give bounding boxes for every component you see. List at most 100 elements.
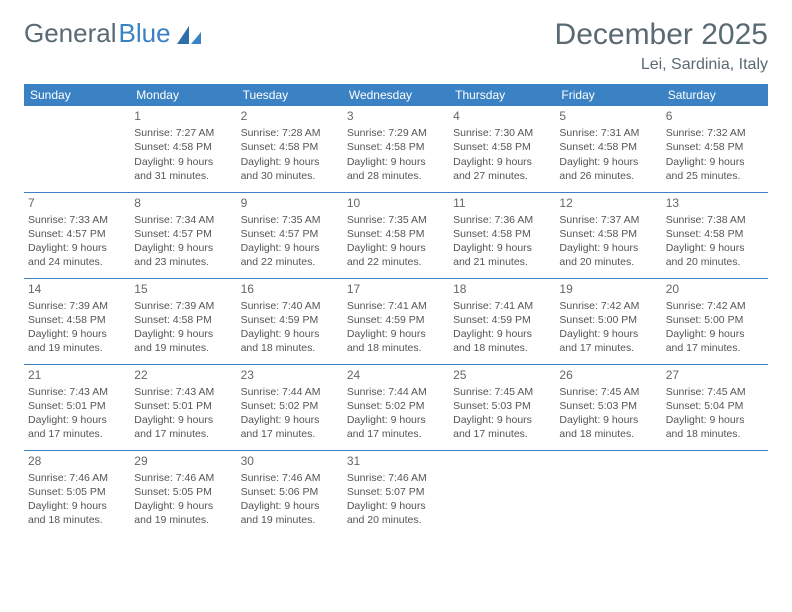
day-info-line: and 17 minutes. — [666, 341, 764, 355]
day-header: Saturday — [662, 84, 768, 106]
title-block: December 2025 Lei, Sardinia, Italy — [555, 18, 768, 74]
day-info-line: and 28 minutes. — [347, 169, 445, 183]
day-info-line: Sunrise: 7:46 AM — [347, 471, 445, 485]
day-info-line: Daylight: 9 hours — [241, 327, 339, 341]
day-info-line: and 22 minutes. — [241, 255, 339, 269]
day-header-row: Sunday Monday Tuesday Wednesday Thursday… — [24, 84, 768, 106]
day-info-line: Sunrise: 7:27 AM — [134, 126, 232, 140]
day-info-line: Sunrise: 7:35 AM — [347, 213, 445, 227]
day-info-line: Sunrise: 7:38 AM — [666, 213, 764, 227]
day-info-line: Daylight: 9 hours — [241, 413, 339, 427]
day-info-line: Daylight: 9 hours — [28, 241, 126, 255]
day-info-line: Sunset: 4:58 PM — [666, 227, 764, 241]
day-info-line: and 20 minutes. — [559, 255, 657, 269]
day-number: 24 — [347, 367, 445, 383]
calendar-day-cell: 12Sunrise: 7:37 AMSunset: 4:58 PMDayligh… — [555, 192, 661, 278]
calendar-day-cell: 14Sunrise: 7:39 AMSunset: 4:58 PMDayligh… — [24, 278, 130, 364]
day-info-line: Sunset: 4:59 PM — [347, 313, 445, 327]
day-info-line: Daylight: 9 hours — [241, 241, 339, 255]
day-info-line: Daylight: 9 hours — [134, 241, 232, 255]
day-info-line: Sunrise: 7:36 AM — [453, 213, 551, 227]
logo-word2: Blue — [119, 18, 171, 49]
calendar-day-cell: 30Sunrise: 7:46 AMSunset: 5:06 PMDayligh… — [237, 450, 343, 536]
calendar-day-cell: 2Sunrise: 7:28 AMSunset: 4:58 PMDaylight… — [237, 106, 343, 192]
day-info-line: Sunrise: 7:35 AM — [241, 213, 339, 227]
day-info-line: Sunrise: 7:43 AM — [134, 385, 232, 399]
day-info-line: and 25 minutes. — [666, 169, 764, 183]
day-info-line: and 18 minutes. — [453, 341, 551, 355]
day-info-line: Sunset: 4:58 PM — [347, 227, 445, 241]
calendar-week-row: 28Sunrise: 7:46 AMSunset: 5:05 PMDayligh… — [24, 450, 768, 536]
calendar-table: Sunday Monday Tuesday Wednesday Thursday… — [24, 84, 768, 536]
day-number: 12 — [559, 195, 657, 211]
day-info-line: Sunrise: 7:32 AM — [666, 126, 764, 140]
location: Lei, Sardinia, Italy — [555, 56, 768, 74]
day-number: 17 — [347, 281, 445, 297]
day-info-line: Sunset: 4:58 PM — [559, 227, 657, 241]
day-info-line: Sunrise: 7:44 AM — [347, 385, 445, 399]
day-info-line: Daylight: 9 hours — [559, 155, 657, 169]
day-info-line: Sunrise: 7:33 AM — [28, 213, 126, 227]
day-info-line: Daylight: 9 hours — [666, 413, 764, 427]
day-info-line: Daylight: 9 hours — [453, 155, 551, 169]
calendar-day-cell: 3Sunrise: 7:29 AMSunset: 4:58 PMDaylight… — [343, 106, 449, 192]
day-info-line: Daylight: 9 hours — [453, 241, 551, 255]
day-number: 20 — [666, 281, 764, 297]
day-info-line: Sunrise: 7:45 AM — [559, 385, 657, 399]
day-info-line: and 22 minutes. — [347, 255, 445, 269]
day-info-line: Sunset: 4:58 PM — [241, 140, 339, 154]
day-info-line: Sunrise: 7:34 AM — [134, 213, 232, 227]
day-header: Thursday — [449, 84, 555, 106]
day-number: 1 — [134, 108, 232, 124]
calendar-day-cell: 26Sunrise: 7:45 AMSunset: 5:03 PMDayligh… — [555, 364, 661, 450]
day-info-line: and 31 minutes. — [134, 169, 232, 183]
day-number: 27 — [666, 367, 764, 383]
day-info-line: Sunset: 5:06 PM — [241, 485, 339, 499]
day-info-line: Sunrise: 7:45 AM — [666, 385, 764, 399]
day-info-line: and 18 minutes. — [241, 341, 339, 355]
day-info-line: Daylight: 9 hours — [28, 327, 126, 341]
day-info-line: Sunset: 4:58 PM — [453, 140, 551, 154]
day-info-line: and 24 minutes. — [28, 255, 126, 269]
day-info-line: Sunset: 5:04 PM — [666, 399, 764, 413]
calendar-week-row: 1Sunrise: 7:27 AMSunset: 4:58 PMDaylight… — [24, 106, 768, 192]
day-info-line: Daylight: 9 hours — [347, 413, 445, 427]
day-number: 13 — [666, 195, 764, 211]
calendar-day-cell: 25Sunrise: 7:45 AMSunset: 5:03 PMDayligh… — [449, 364, 555, 450]
day-info-line: Sunrise: 7:41 AM — [453, 299, 551, 313]
day-info-line: Sunset: 4:58 PM — [28, 313, 126, 327]
calendar-day-cell: 21Sunrise: 7:43 AMSunset: 5:01 PMDayligh… — [24, 364, 130, 450]
day-info-line: and 30 minutes. — [241, 169, 339, 183]
day-number: 22 — [134, 367, 232, 383]
day-info-line: and 17 minutes. — [134, 427, 232, 441]
calendar-day-cell — [662, 450, 768, 536]
day-info-line: and 27 minutes. — [453, 169, 551, 183]
calendar-day-cell: 10Sunrise: 7:35 AMSunset: 4:58 PMDayligh… — [343, 192, 449, 278]
day-header: Sunday — [24, 84, 130, 106]
day-info-line: and 20 minutes. — [347, 513, 445, 527]
day-info-line: Sunset: 5:03 PM — [453, 399, 551, 413]
calendar-day-cell: 11Sunrise: 7:36 AMSunset: 4:58 PMDayligh… — [449, 192, 555, 278]
day-info-line: and 19 minutes. — [134, 513, 232, 527]
calendar-day-cell: 18Sunrise: 7:41 AMSunset: 4:59 PMDayligh… — [449, 278, 555, 364]
day-info-line: Sunset: 4:58 PM — [453, 227, 551, 241]
day-info-line: Daylight: 9 hours — [666, 155, 764, 169]
calendar-day-cell: 1Sunrise: 7:27 AMSunset: 4:58 PMDaylight… — [130, 106, 236, 192]
calendar-week-row: 14Sunrise: 7:39 AMSunset: 4:58 PMDayligh… — [24, 278, 768, 364]
day-info-line: Sunset: 4:58 PM — [134, 140, 232, 154]
logo: GeneralBlue — [24, 18, 203, 49]
day-info-line: and 21 minutes. — [453, 255, 551, 269]
day-info-line: Sunrise: 7:42 AM — [666, 299, 764, 313]
day-number: 6 — [666, 108, 764, 124]
day-info-line: Sunrise: 7:46 AM — [241, 471, 339, 485]
day-info-line: Daylight: 9 hours — [666, 241, 764, 255]
calendar-day-cell: 5Sunrise: 7:31 AMSunset: 4:58 PMDaylight… — [555, 106, 661, 192]
calendar-day-cell: 13 Sunrise: 7:38 AMSunset: 4:58 PMDayligh… — [662, 192, 768, 278]
day-info-line: and 18 minutes. — [559, 427, 657, 441]
day-number: 15 — [134, 281, 232, 297]
day-number: 3 — [347, 108, 445, 124]
day-info-line: Sunrise: 7:43 AM — [28, 385, 126, 399]
header: GeneralBlue December 2025 Lei, Sardinia,… — [24, 18, 768, 74]
day-info-line: Sunset: 5:02 PM — [241, 399, 339, 413]
day-info-line: Daylight: 9 hours — [559, 327, 657, 341]
